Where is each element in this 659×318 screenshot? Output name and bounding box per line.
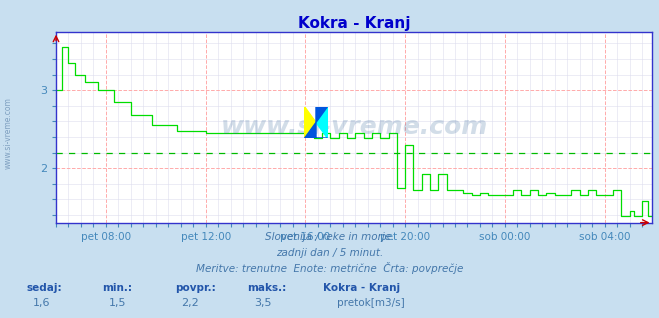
Polygon shape: [304, 122, 328, 138]
Text: 3,5: 3,5: [254, 298, 272, 308]
Polygon shape: [316, 107, 328, 138]
Text: povpr.:: povpr.:: [175, 283, 215, 293]
Text: min.:: min.:: [102, 283, 132, 293]
Text: Kokra - Kranj: Kokra - Kranj: [323, 283, 400, 293]
Title: Kokra - Kranj: Kokra - Kranj: [298, 16, 411, 31]
Text: www.si-vreme.com: www.si-vreme.com: [221, 115, 488, 139]
Text: 1,5: 1,5: [109, 298, 127, 308]
Text: Meritve: trenutne  Enote: metrične  Črta: povprečje: Meritve: trenutne Enote: metrične Črta: …: [196, 262, 463, 274]
Text: Slovenija / reke in morje.: Slovenija / reke in morje.: [265, 232, 394, 242]
Text: sedaj:: sedaj:: [26, 283, 62, 293]
Text: 1,6: 1,6: [33, 298, 51, 308]
Polygon shape: [316, 107, 328, 122]
Polygon shape: [304, 107, 316, 138]
Text: www.si-vreme.com: www.si-vreme.com: [3, 98, 13, 169]
Text: pretok[m3/s]: pretok[m3/s]: [337, 298, 405, 308]
Text: zadnji dan / 5 minut.: zadnji dan / 5 minut.: [276, 248, 383, 258]
Text: 2,2: 2,2: [181, 298, 199, 308]
Text: maks.:: maks.:: [247, 283, 287, 293]
